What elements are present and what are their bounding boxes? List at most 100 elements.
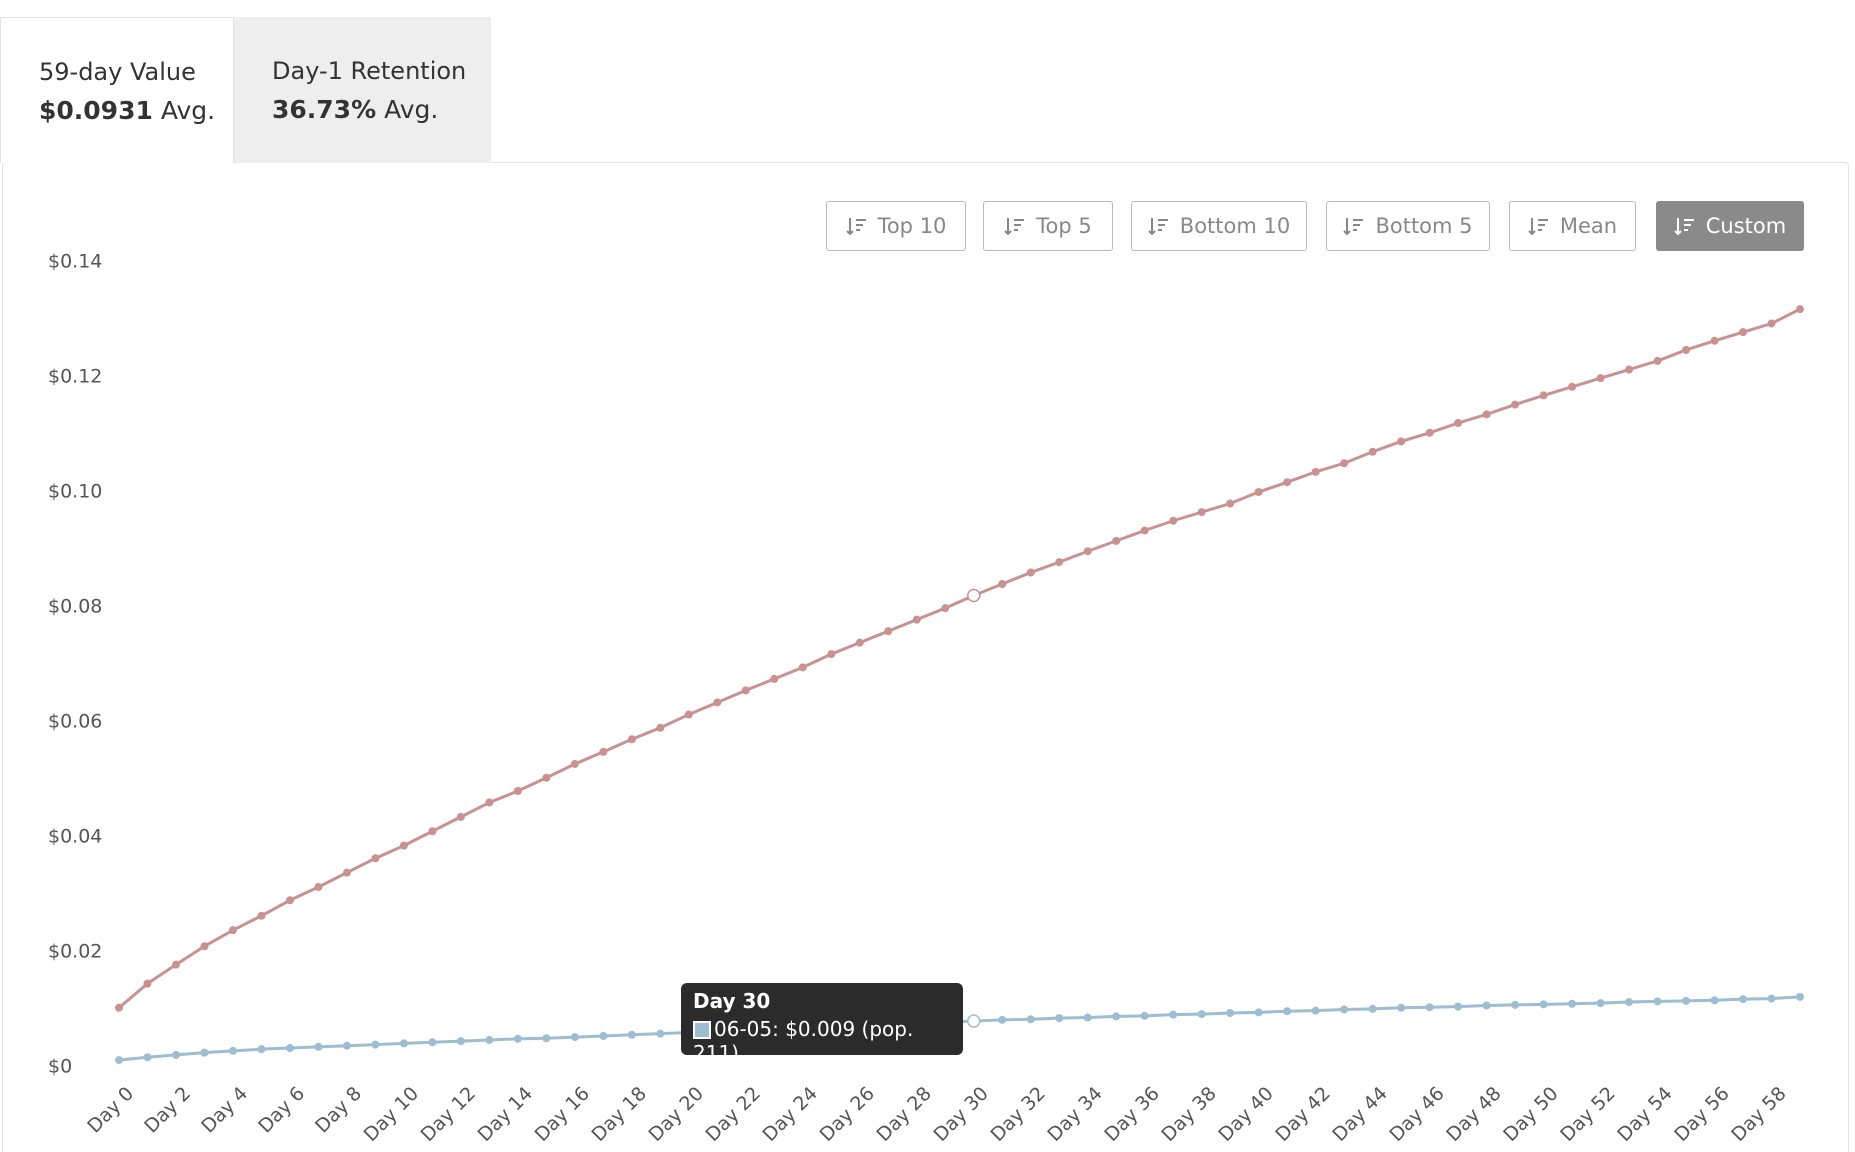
- data-point: [485, 1035, 494, 1044]
- y-tick-label: $0: [48, 1056, 72, 1078]
- y-tick-label: $0.08: [48, 596, 102, 618]
- data-point: [1511, 400, 1520, 409]
- data-point: [684, 710, 693, 719]
- data-point: [1796, 305, 1804, 314]
- button-label: Custom: [1705, 214, 1787, 238]
- data-point: [1340, 459, 1349, 468]
- button-icon: [1148, 218, 1168, 236]
- data-point: [1482, 410, 1491, 419]
- data-point: [143, 979, 152, 988]
- tooltip-swatch: [693, 1021, 711, 1039]
- x-tick-label: Day 2: [140, 1083, 195, 1138]
- data-point: [1254, 1008, 1263, 1017]
- x-tick-label: Day 40: [1214, 1083, 1277, 1146]
- data-point: [1454, 419, 1463, 427]
- data-point: [1710, 996, 1719, 1005]
- data-point: [1026, 1015, 1035, 1024]
- data-point: [257, 911, 266, 920]
- tab-suffix: Avg.: [384, 95, 439, 124]
- data-point: [884, 627, 893, 636]
- data-point: [1197, 508, 1206, 517]
- x-tick-label: Day 36: [1100, 1083, 1163, 1146]
- data-point: [599, 747, 608, 756]
- x-tick-label: Day 6: [254, 1083, 309, 1138]
- data-point: [1625, 998, 1634, 1007]
- tab-suffix: Avg.: [160, 96, 216, 125]
- x-tick-label: Day 58: [1727, 1083, 1790, 1146]
- data-point: [713, 698, 722, 707]
- data-point: [1226, 499, 1235, 508]
- data-point: [656, 1029, 665, 1038]
- x-tick-label: Day 46: [1385, 1083, 1448, 1146]
- x-tick-label: Day 18: [588, 1083, 651, 1146]
- data-point: [371, 854, 380, 863]
- data-point: [1226, 1008, 1235, 1017]
- data-point: [1055, 558, 1064, 567]
- data-point: [485, 798, 494, 807]
- data-point: [1653, 356, 1662, 365]
- data-point: [1482, 1001, 1491, 1010]
- x-tick-label: Day 4: [197, 1083, 252, 1138]
- x-tick-label: Day 48: [1442, 1083, 1505, 1146]
- data-point: [855, 638, 864, 647]
- data-point: [1397, 437, 1406, 446]
- data-point: [770, 674, 779, 683]
- data-point: [627, 1030, 636, 1039]
- data-point: [1140, 1011, 1149, 1020]
- data-point: [115, 1056, 123, 1065]
- filter-button[interactable]: Bottom 5: [1326, 201, 1490, 251]
- data-point: [1112, 1012, 1121, 1021]
- data-point: [285, 896, 294, 905]
- data-point: [1796, 992, 1804, 1001]
- tab[interactable]: 59-day Value $0.0931 Avg.: [0, 17, 234, 163]
- data-point: [1283, 478, 1292, 487]
- x-tick-label: Day 14: [474, 1083, 537, 1146]
- x-tick-label: Day 22: [702, 1083, 765, 1146]
- data-point: [1340, 1005, 1349, 1014]
- y-tick-label: $0.02: [48, 941, 102, 963]
- data-point: [1568, 999, 1577, 1008]
- data-point: [513, 787, 522, 795]
- data-point: [257, 1045, 266, 1054]
- y-tick-label: $0.10: [48, 481, 102, 503]
- data-point: [1368, 1004, 1377, 1013]
- filter-button[interactable]: Top 5: [983, 201, 1113, 251]
- x-tick-label: Day 52: [1556, 1083, 1619, 1146]
- x-tick-label: Day 38: [1157, 1083, 1220, 1146]
- data-point: [1197, 1010, 1206, 1019]
- x-tick-label: Day 24: [758, 1083, 821, 1146]
- data-point: [1710, 336, 1719, 345]
- data-point: [998, 580, 1007, 588]
- x-tick-label: Day 32: [986, 1083, 1049, 1146]
- data-point: [599, 1031, 608, 1040]
- data-point: [570, 1033, 579, 1042]
- data-point: [285, 1044, 294, 1053]
- data-point: [798, 663, 807, 672]
- data-point: [399, 1039, 408, 1048]
- x-tick-label: Day 8: [311, 1083, 366, 1138]
- x-tick-label: Day 34: [1043, 1083, 1106, 1146]
- series-line: [118, 307, 1801, 1009]
- tab-number: $0.0931: [39, 96, 153, 125]
- data-point: [1112, 536, 1121, 545]
- data-point: [1254, 488, 1263, 496]
- filter-button[interactable]: Top 10: [826, 201, 966, 251]
- x-tick-label: Day 16: [531, 1083, 594, 1146]
- y-tick-label: $0.04: [48, 826, 102, 848]
- data-point: [171, 960, 180, 969]
- button-label: Top 10: [877, 214, 947, 238]
- tab[interactable]: Day-1 Retention 36.73% Avg.: [234, 17, 491, 163]
- data-point: [1653, 997, 1662, 1006]
- data-point: [399, 841, 408, 850]
- data-point: [1596, 374, 1605, 383]
- filter-button[interactable]: Mean: [1509, 201, 1636, 251]
- filter-button[interactable]: Bottom 10: [1131, 201, 1307, 251]
- tooltip-title: Day 30: [693, 989, 771, 1013]
- data-point: [314, 1042, 323, 1051]
- data-point: [1682, 345, 1691, 354]
- filter-button[interactable]: Custom: [1656, 201, 1804, 251]
- tooltip: Day 30 06-05: $0.009 (pop. 211): [681, 983, 963, 1065]
- data-point: [998, 1015, 1007, 1024]
